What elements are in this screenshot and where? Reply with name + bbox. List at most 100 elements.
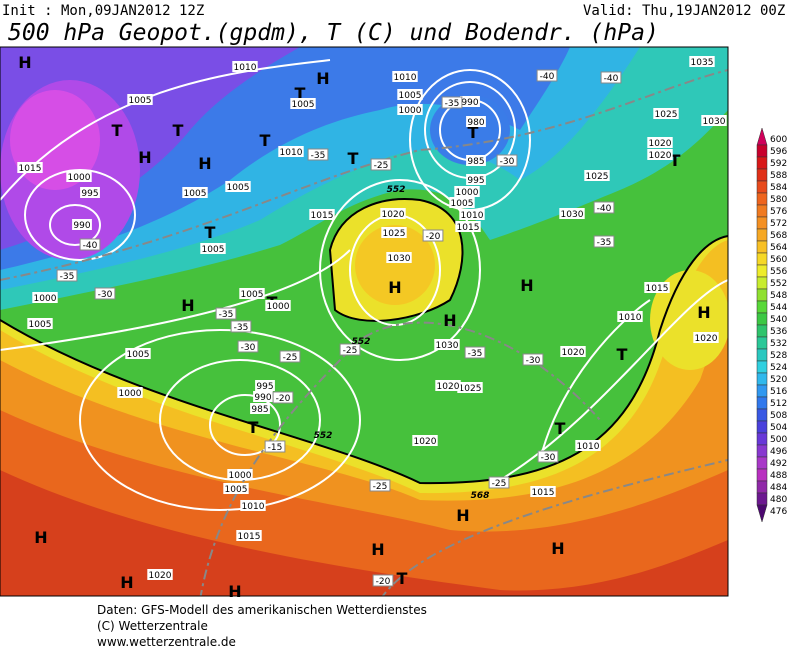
isobar-label: 1015 [19, 164, 42, 174]
isobar-label: 985 [467, 157, 484, 167]
isobar-label: 980 [467, 118, 484, 128]
isotherm-label: -20 [426, 232, 441, 242]
pressure-center: H [443, 311, 456, 330]
legend-label: 552 [770, 279, 787, 289]
isobar-label-box [32, 292, 58, 303]
isobar-label-box [225, 181, 251, 192]
legend-swatch [756, 360, 768, 374]
isobar-label-box [647, 137, 673, 148]
isobar-label-box [239, 288, 265, 299]
isobar-label-box [460, 96, 480, 107]
pressure-center: H [228, 582, 241, 601]
footer-line: Daten: GFS-Modell des amerikanischen Wet… [97, 603, 427, 617]
isobar-label: 1030 [703, 117, 726, 127]
isotherm-label-box [230, 320, 252, 333]
legend-label: 544 [770, 303, 787, 313]
pressure-center: T [397, 569, 408, 588]
legend-label: 484 [770, 483, 787, 493]
pressure-center: H [456, 506, 469, 525]
isobar-label: 1015 [646, 284, 669, 294]
isobar-label-box [182, 187, 208, 198]
isotherm-label: -35 [468, 349, 483, 359]
isobar-label-box [227, 469, 253, 480]
isobar-label: 1025 [383, 229, 406, 239]
isotherm-label: -30 [526, 356, 541, 366]
legend-label: 556 [770, 267, 787, 277]
isobar-label: 1000 [229, 471, 252, 481]
isotherm-label-box [56, 269, 78, 282]
isotherm-label-box [264, 440, 286, 453]
isobar-label: 1020 [649, 139, 672, 149]
legend-label: 520 [770, 375, 787, 385]
isobar-label: 1010 [461, 211, 484, 221]
legend-swatch [756, 144, 768, 158]
pressure-center: T [348, 149, 359, 168]
legend-swatch [756, 192, 768, 206]
isobar-label-box [253, 391, 273, 402]
legend-label: 572 [770, 219, 787, 229]
isobar-label: 1025 [586, 172, 609, 182]
legend-label: 584 [770, 183, 787, 193]
isotherm-label: -40 [83, 241, 98, 251]
isotherm-label: -25 [492, 479, 507, 489]
color-legend: 600 596 592 588 584 580 576 572 568 564 560 556 552 5… [756, 127, 787, 523]
pressure-center: H [697, 303, 710, 322]
isobar-label-box [147, 569, 173, 580]
pressure-center: H [371, 540, 384, 559]
isotherm-label: -35 [597, 238, 612, 248]
isobar-label: 1000 [267, 302, 290, 312]
isobar-label-box [236, 530, 262, 541]
pressure-center: H [520, 276, 533, 295]
isobar-label: 1015 [457, 223, 480, 233]
legend-label: 516 [770, 387, 787, 397]
isobar-label-box [80, 187, 100, 198]
isobar-label: 1000 [456, 188, 479, 198]
isotherm-label-box [370, 158, 392, 171]
isotherm-label: -30 [98, 290, 113, 300]
isotherm-label-box [272, 391, 294, 404]
pressure-center: H [198, 154, 211, 173]
isobar-label-box [278, 146, 304, 157]
height-label: 568 [471, 491, 490, 501]
isobar-label: 1020 [414, 437, 437, 447]
legend-swatch [756, 324, 768, 338]
isobar-label-box [466, 155, 486, 166]
init-time: Init : Mon,09JAN2012 12Z [2, 3, 204, 19]
isobar-label: 1015 [532, 488, 555, 498]
isobar-label-box [693, 332, 719, 343]
pressure-center: T [112, 121, 123, 140]
isobar-label: 1005 [184, 189, 207, 199]
isobar-label: 1010 [577, 442, 600, 452]
isobar-label: 1010 [394, 73, 417, 83]
isobar-label: 1010 [619, 313, 642, 323]
pressure-center: H [34, 528, 47, 547]
legend-swatch [756, 228, 768, 242]
isotherm-label-box [372, 574, 394, 587]
isotherm-label: -30 [500, 157, 515, 167]
isobar-label-box [435, 380, 461, 391]
isobar-label-box [689, 56, 715, 67]
legend-swatch [756, 432, 768, 446]
isobar-label: 990 [73, 221, 90, 231]
isotherm-label: -35 [311, 151, 326, 161]
isobar-label-box [72, 219, 92, 230]
isotherm-label: -40 [540, 72, 555, 82]
isotherm-label: -25 [374, 161, 389, 171]
legend-swatch [756, 408, 768, 422]
isobar-label-box [27, 318, 53, 329]
isotherm-label-box [496, 154, 518, 167]
legend-label: 480 [770, 495, 787, 505]
isobar-label-box [223, 483, 249, 494]
legend-swatch [756, 336, 768, 350]
height-label: 552 [352, 337, 371, 347]
isobar-label: 1005 [451, 199, 474, 209]
legend-label: 568 [770, 231, 787, 241]
isotherm-label: -40 [604, 74, 619, 84]
isobar-label-box [466, 174, 486, 185]
isobar-label-box [449, 197, 475, 208]
isotherm-label-box [79, 238, 101, 251]
legend-label: 560 [770, 255, 787, 265]
isobar-label: 1000 [68, 173, 91, 183]
isotherm-label: -20 [276, 394, 291, 404]
legend-label: 580 [770, 195, 787, 205]
